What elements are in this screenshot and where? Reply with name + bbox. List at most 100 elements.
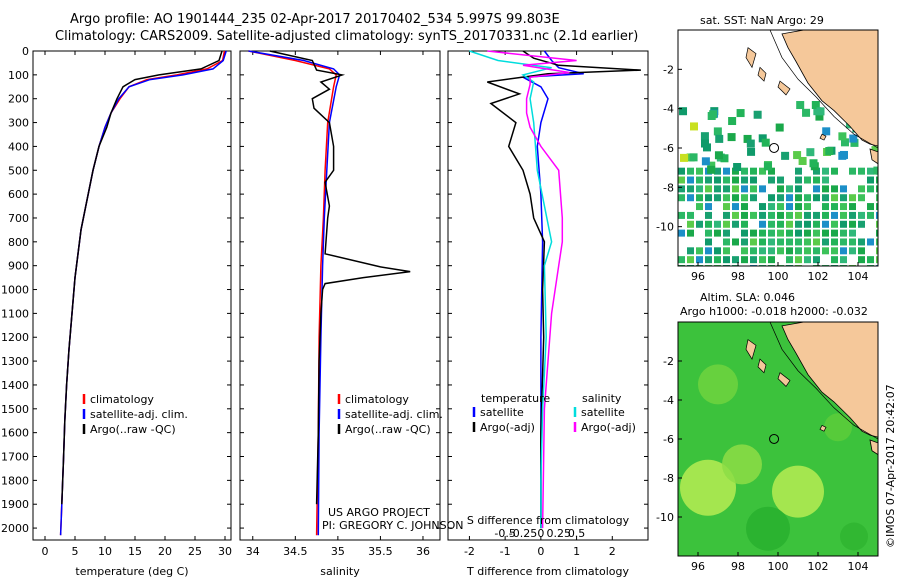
map-x-tick-label: 98 — [731, 560, 745, 573]
sst-pixel — [804, 256, 811, 264]
sla-map — [677, 321, 879, 557]
sst-pixel — [813, 256, 820, 264]
sst-pixel — [831, 247, 838, 255]
sst-pixel — [705, 194, 712, 202]
sst-pixel — [750, 185, 757, 193]
sst-pixel — [858, 185, 865, 193]
map-x-tick-label: 100 — [768, 270, 789, 283]
sla-anomaly-patch — [722, 444, 762, 485]
sst-pixel — [867, 256, 874, 264]
sst-pixel — [786, 203, 793, 211]
sst-pixel — [840, 194, 847, 202]
sst-pixel — [858, 247, 865, 255]
y-tick-label: 1200 — [1, 331, 29, 344]
sst-pixel — [705, 247, 712, 255]
sst-pixel — [746, 139, 755, 148]
sst-pixel — [822, 238, 829, 246]
sst-pixel — [687, 185, 694, 193]
salinity-x-tick-label: 35.5 — [368, 545, 393, 558]
map-y-tick-label: -8 — [663, 472, 674, 485]
sst-pixel — [700, 139, 709, 148]
sst-pixel — [802, 108, 811, 117]
sst-pixel — [759, 211, 766, 219]
map-y-tick-label: -10 — [656, 511, 674, 524]
sst-pixel — [714, 185, 721, 193]
sst-pixel — [687, 194, 694, 202]
difference-x-tick-label: 2 — [609, 545, 616, 558]
sla-map-content — [678, 322, 878, 556]
y-tick-label: 300 — [8, 117, 29, 130]
sst-pixel — [768, 176, 775, 184]
sst-pixel — [714, 194, 721, 202]
sst-pixel — [687, 167, 694, 175]
sst-pixel — [696, 203, 703, 211]
sst-pixel — [840, 229, 847, 237]
salinity-x-tick-label: 35 — [331, 545, 345, 558]
sst-pixel — [786, 247, 793, 255]
sst-pixel — [804, 211, 811, 219]
sst-pixel — [714, 220, 721, 228]
sst-pixel — [867, 176, 874, 184]
map-y-tick-label: -4 — [663, 394, 674, 407]
sst-pixel — [743, 134, 752, 143]
sst-pixel — [759, 229, 766, 237]
sst-pixel — [733, 163, 742, 172]
sst-pixel — [813, 238, 820, 246]
temperature-x-tick-label: 10 — [98, 545, 112, 558]
sst-pixel — [876, 256, 878, 264]
sst-pixel — [678, 256, 685, 264]
sst-pixel — [750, 194, 757, 202]
sst-pixel — [768, 203, 775, 211]
sst-pixel — [687, 229, 694, 237]
sst-pixel — [795, 229, 802, 237]
sst-pixel — [795, 185, 802, 193]
sst-pixel — [867, 238, 874, 246]
sst-pixel — [831, 167, 838, 175]
sst-pixel — [727, 133, 736, 142]
sst-pixel — [678, 176, 685, 184]
map-bottom-title-1: Altim. SLA: 0.046 — [700, 291, 796, 304]
profile-axes-box — [32, 50, 232, 541]
sst-pixel — [777, 229, 784, 237]
sst-pixel — [768, 194, 775, 202]
sst-pixel — [714, 151, 723, 160]
sla-anomaly-patch — [824, 413, 852, 442]
sst-pixel — [687, 176, 694, 184]
sst-pixel — [678, 194, 685, 202]
sst-pixel — [759, 167, 766, 175]
sst-pixel — [849, 238, 856, 246]
sst-pixel — [758, 134, 767, 143]
island — [745, 338, 757, 360]
temperature-x-tick-label: 15 — [128, 545, 142, 558]
y-tick-label: 1800 — [1, 474, 29, 487]
sst-pixel — [689, 153, 698, 162]
y-tick-label: 1000 — [1, 284, 29, 297]
sst-pixel — [840, 220, 847, 228]
sst-pixel — [696, 220, 703, 228]
profile-axes-box — [447, 50, 649, 541]
sst-pixel — [786, 194, 793, 202]
legend-temp-label: satellite-adj. clim. — [90, 408, 188, 421]
sst-pixel — [876, 211, 878, 219]
sst-pixel — [705, 211, 712, 219]
sst-pixel — [687, 220, 694, 228]
sst-pixel — [775, 123, 784, 132]
sst-pixel — [786, 220, 793, 228]
sst-pixel — [822, 211, 829, 219]
sst-pixel — [804, 229, 811, 237]
credit-project: US ARGO PROJECT — [328, 506, 430, 519]
sst-pixel — [723, 167, 730, 175]
land-java — [869, 439, 878, 456]
sst-pixel — [795, 220, 802, 228]
sst-pixel — [763, 162, 772, 171]
sst-pixel — [822, 185, 829, 193]
series-line-satellite-adj-clim- — [248, 50, 341, 536]
sst-pixel — [795, 194, 802, 202]
series-line-argo-raw-qc- — [61, 50, 223, 505]
sst-pixel — [831, 194, 838, 202]
sla-anomaly-patch — [746, 506, 790, 551]
sst-pixel — [858, 211, 865, 219]
island — [819, 424, 827, 432]
map-x-tick-label: 96 — [691, 560, 705, 573]
sst-pixel — [723, 185, 730, 193]
